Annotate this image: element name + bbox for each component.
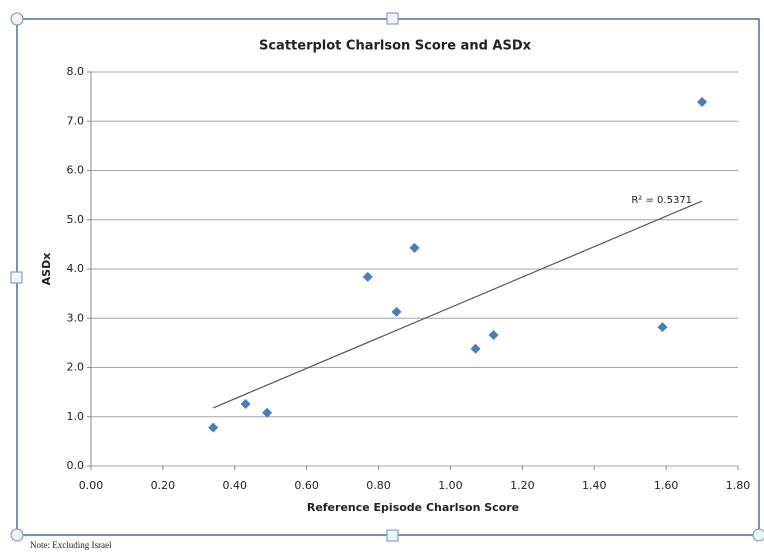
x-tick-label: 0.40 xyxy=(223,479,248,492)
y-tick-label: 7.0 xyxy=(67,114,85,127)
x-tick-label: 0.00 xyxy=(79,479,104,492)
data-point xyxy=(262,407,273,418)
data-point xyxy=(697,97,708,108)
data-point xyxy=(657,322,668,333)
x-tick-label: 0.80 xyxy=(366,479,391,492)
y-tick-label: 1.0 xyxy=(67,410,85,423)
resize-handle[interactable] xyxy=(10,271,23,284)
chart-frame[interactable] xyxy=(16,18,760,536)
y-tick-label: 2.0 xyxy=(67,361,85,374)
x-tick-label: 1.20 xyxy=(510,479,535,492)
y-tick-label: 0.0 xyxy=(67,459,85,472)
resize-handle[interactable] xyxy=(10,12,24,26)
y-tick-label: 4.0 xyxy=(67,262,85,275)
y-tick-label: 3.0 xyxy=(67,311,85,324)
footnote: Note: Excluding Israel xyxy=(30,540,112,550)
x-tick-label: 1.80 xyxy=(726,479,751,492)
data-point xyxy=(240,398,251,409)
chart-title: Scatterplot Charlson Score and ASDx xyxy=(259,39,532,54)
trendline xyxy=(212,200,703,409)
data-point xyxy=(470,343,481,354)
x-axis-label: Reference Episode Charlson Score xyxy=(307,501,519,514)
data-point xyxy=(391,306,402,317)
data-point xyxy=(409,242,420,253)
resize-handle[interactable] xyxy=(386,12,399,25)
x-tick-label: 0.20 xyxy=(151,479,176,492)
data-point xyxy=(488,329,499,340)
resize-handle[interactable] xyxy=(752,528,764,542)
x-tick-label: 1.40 xyxy=(582,479,607,492)
resize-handle[interactable] xyxy=(386,529,399,542)
y-axis-label: ASDx xyxy=(40,253,53,286)
x-tick-label: 1.60 xyxy=(654,479,679,492)
data-point xyxy=(362,271,373,282)
trendline-annotation: R² = 0.5371 xyxy=(631,195,692,206)
x-tick-label: 1.00 xyxy=(438,479,463,492)
resize-handle[interactable] xyxy=(10,528,24,542)
y-tick-label: 5.0 xyxy=(67,213,85,226)
x-tick-label: 0.60 xyxy=(294,479,319,492)
y-tick-label: 6.0 xyxy=(67,164,85,177)
data-point xyxy=(208,422,219,433)
y-tick-label: 8.0 xyxy=(67,65,85,78)
